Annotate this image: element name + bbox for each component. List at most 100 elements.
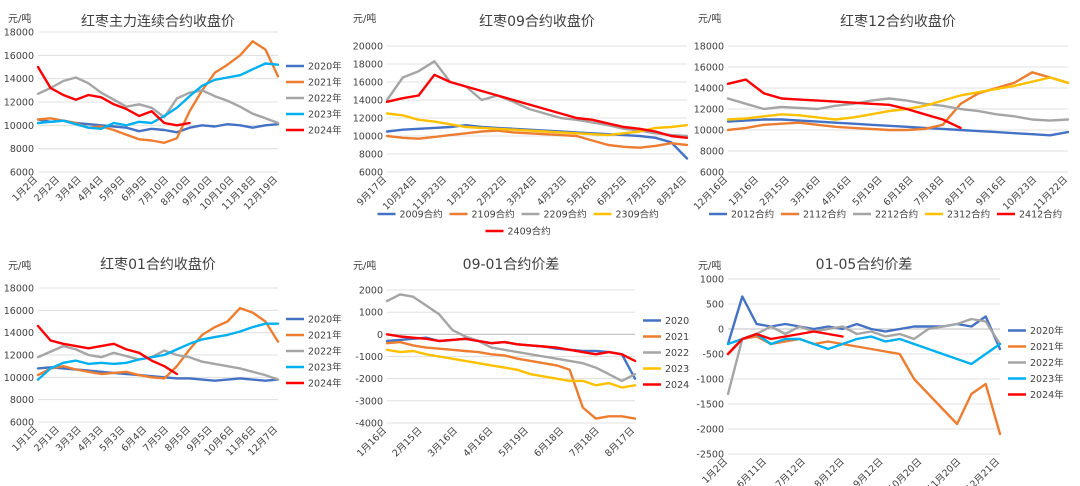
y-tick-label: 16000 bbox=[694, 63, 724, 74]
chart-title: 红枣01合约收盘价 bbox=[100, 256, 216, 273]
x-tick-label: 4月16日 bbox=[820, 174, 854, 208]
x-tick-label: 5月19日 bbox=[851, 174, 885, 208]
y-tick-label: 14000 bbox=[4, 328, 34, 339]
x-tick-label: 2月22日 bbox=[475, 174, 509, 208]
x-tick-label: 10月20日 bbox=[886, 456, 924, 486]
series-line-2021年 bbox=[385, 340, 637, 420]
x-tick-label: 3月24日 bbox=[505, 174, 539, 208]
y-tick-label: 16000 bbox=[353, 78, 383, 89]
x-tick-label: 7月25日 bbox=[625, 174, 659, 208]
y-tick-label: -4000 bbox=[355, 419, 383, 430]
x-tick-label: 2月15日 bbox=[391, 425, 425, 459]
legend-label: 2022年 bbox=[1030, 357, 1064, 369]
legend-label: 2023年 bbox=[1030, 373, 1064, 385]
y-tick-label: 18000 bbox=[694, 42, 724, 53]
x-tick-label: 4月16日 bbox=[461, 425, 495, 459]
legend-label: 2021年 bbox=[1030, 341, 1064, 353]
y-tick-label: 8000 bbox=[10, 395, 34, 406]
y-tick-label: -2000 bbox=[696, 425, 724, 436]
y-tick-label: 8000 bbox=[10, 144, 34, 155]
y-tick-label: 1000 bbox=[700, 275, 724, 286]
x-tick-label: 1月16日 bbox=[727, 174, 761, 208]
y-tick-label: 6000 bbox=[10, 418, 34, 429]
y-tick-label: 500 bbox=[706, 300, 724, 311]
x-tick-label: 1月2日 bbox=[700, 456, 730, 486]
y-tick-label: 10000 bbox=[353, 132, 383, 143]
legend-label: 2412合约 bbox=[1019, 209, 1062, 221]
chart-1: 红枣主力连续合约收盘价 元/吨 6000 8000 10000 12000 14000 160… bbox=[4, 12, 342, 213]
y-tick-label: 12000 bbox=[353, 114, 383, 125]
legend-label: 2020年 bbox=[308, 61, 342, 73]
chart-5: 09-01合约价差 元/吨 -4000 -3000 -2000 -1000 0 1000 200… bbox=[353, 257, 690, 459]
y-tick-label: 0 bbox=[718, 325, 724, 336]
series-line-2022年 bbox=[385, 293, 637, 383]
legend-label: 2023年 bbox=[308, 109, 342, 121]
series-line-2021年 bbox=[36, 40, 280, 144]
x-tick-label: 7月12日 bbox=[774, 456, 808, 486]
series-line-2022年 bbox=[36, 344, 280, 381]
x-tick-label: 4月23日 bbox=[535, 174, 569, 208]
series-line-2212合约 bbox=[726, 97, 1070, 122]
y-tick-label: 16000 bbox=[4, 51, 34, 62]
legend-label: 2024年 bbox=[665, 379, 690, 391]
y-tick-label: 20000 bbox=[353, 42, 383, 53]
y-tick-label: 6000 bbox=[10, 168, 34, 179]
legend-label: 2312合约 bbox=[947, 209, 990, 221]
legend-label: 2022年 bbox=[308, 346, 342, 358]
chart-2: 红枣09合约收盘价 元/吨 6000 8000 10000 12000 14000 16000… bbox=[353, 12, 689, 238]
x-tick-label: 7月18日 bbox=[912, 174, 946, 208]
legend-label: 2024年 bbox=[308, 125, 342, 137]
y-tick-label: 1000 bbox=[359, 308, 383, 319]
series-line-2024年 bbox=[36, 324, 179, 376]
y-tick-label: 18000 bbox=[4, 28, 34, 39]
chart-6: 01-05合约价差 元/吨 -2500 -2000 -1500 -1000 -500 0 500… bbox=[696, 257, 1064, 486]
x-tick-label: 12月16日 bbox=[692, 174, 730, 212]
y-axis-unit: 元/吨 bbox=[353, 259, 376, 272]
y-tick-label: -2500 bbox=[696, 450, 724, 461]
y-tick-label: -1000 bbox=[696, 375, 724, 386]
x-tick-label: 8月12日 bbox=[813, 456, 847, 486]
chart-title: 09-01合约价差 bbox=[463, 257, 560, 273]
y-tick-label: 18000 bbox=[4, 284, 34, 295]
y-tick-label: -3000 bbox=[355, 396, 383, 407]
legend-label: 2022年 bbox=[308, 93, 342, 105]
series-line-2312合约 bbox=[726, 76, 1070, 121]
legend-label: 2112合约 bbox=[803, 209, 846, 221]
legend-label: 2020年 bbox=[665, 315, 690, 327]
y-axis-unit: 元/吨 bbox=[8, 12, 31, 25]
x-tick-label: 11月20日 bbox=[925, 456, 963, 486]
x-tick-label: 1月16日 bbox=[355, 425, 389, 459]
legend-label: 2309合约 bbox=[616, 209, 659, 221]
series-line-2024年 bbox=[36, 65, 191, 127]
series-line-2023年 bbox=[36, 322, 280, 381]
y-tick-label: 12000 bbox=[694, 105, 724, 116]
y-tick-label: 12000 bbox=[4, 351, 34, 362]
legend-label: 2020年 bbox=[308, 314, 342, 326]
y-tick-label: 8000 bbox=[700, 147, 724, 158]
y-tick-label: 16000 bbox=[4, 306, 34, 317]
chart-title: 01-05合约价差 bbox=[816, 257, 913, 273]
x-tick-label: 2月15日 bbox=[758, 174, 792, 208]
series-line-2022年 bbox=[726, 317, 1002, 396]
x-tick-label: 11月22日 bbox=[1032, 174, 1070, 212]
series-line-2309合约 bbox=[385, 112, 689, 137]
x-tick-label: 8月24日 bbox=[655, 174, 689, 208]
series-line-2023年 bbox=[385, 348, 637, 389]
x-tick-label: 1月23日 bbox=[445, 174, 479, 208]
legend-label: 2024年 bbox=[1030, 389, 1064, 401]
series-line-2021年 bbox=[36, 306, 280, 380]
y-axis-unit: 元/吨 bbox=[8, 259, 31, 272]
x-tick-label: 3月16日 bbox=[789, 174, 823, 208]
y-tick-label: -1000 bbox=[355, 352, 383, 363]
x-tick-label: 5月19日 bbox=[497, 425, 531, 459]
legend-label: 2024年 bbox=[308, 378, 342, 390]
x-tick-label: 6月25日 bbox=[595, 174, 629, 208]
x-tick-label: 8月17日 bbox=[603, 425, 637, 459]
series-line-2024年 bbox=[385, 333, 637, 363]
x-tick-label: 6月18日 bbox=[882, 174, 916, 208]
chart-4: 红枣01合约收盘价 元/吨 6000 8000 10000 12000 14000 16000… bbox=[4, 256, 342, 458]
y-axis-unit: 元/吨 bbox=[353, 12, 376, 25]
series-line-2021年 bbox=[726, 335, 1002, 436]
series-line-2023年 bbox=[36, 62, 280, 130]
